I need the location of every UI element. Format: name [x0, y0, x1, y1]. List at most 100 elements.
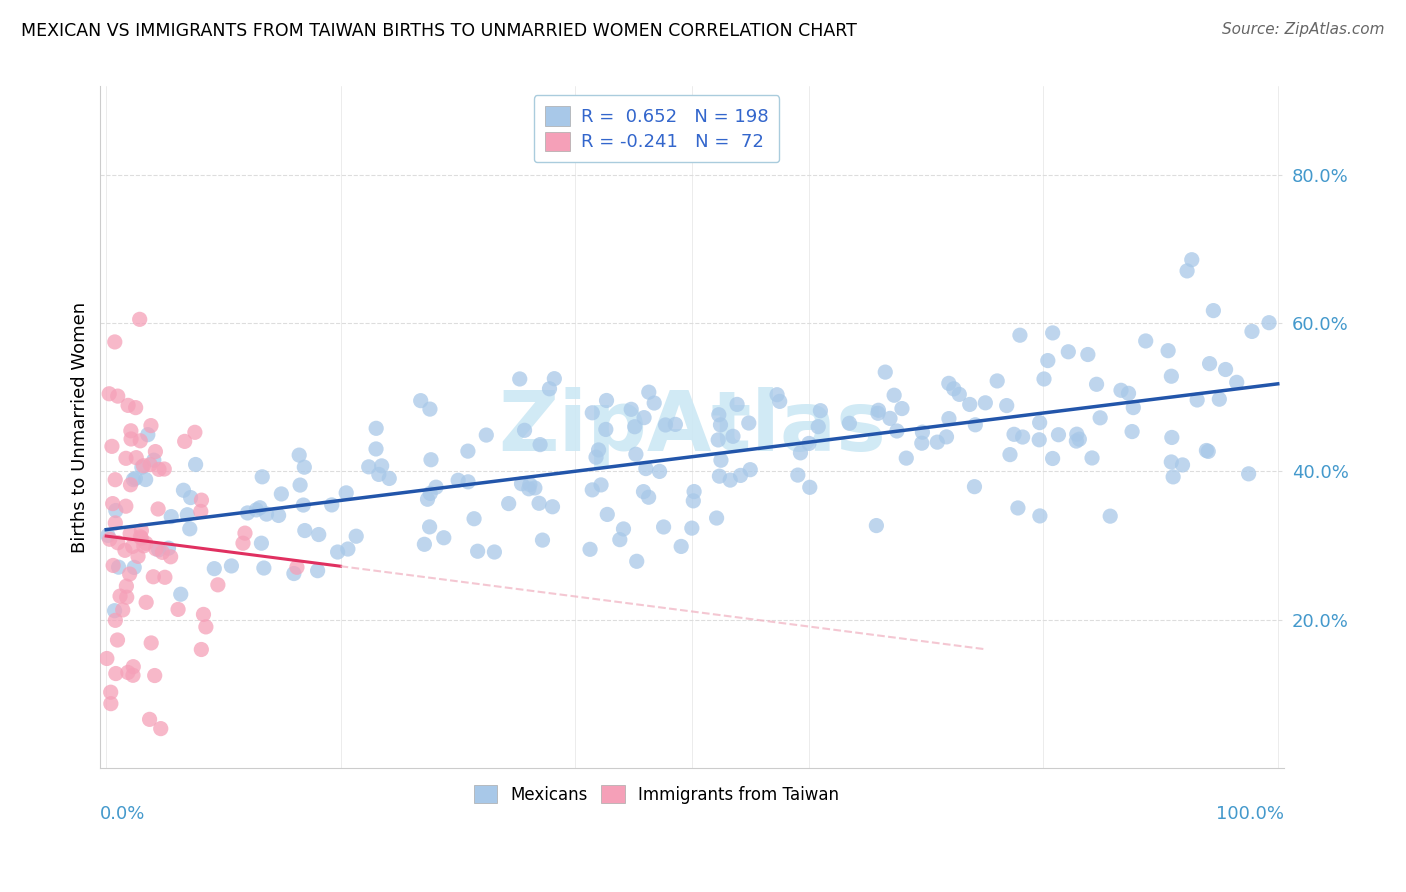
Point — [149, 722, 172, 736]
Point — [139, 458, 162, 472]
Point — [709, 469, 731, 483]
Point — [179, 522, 201, 536]
Point — [626, 554, 648, 568]
Point — [344, 529, 367, 543]
Point — [416, 492, 439, 507]
Point — [1171, 458, 1194, 472]
Point — [107, 560, 129, 574]
Point — [124, 401, 146, 415]
Point — [965, 417, 987, 432]
Point — [145, 541, 167, 556]
Point — [335, 486, 357, 500]
Point — [232, 536, 254, 550]
Point — [283, 566, 305, 581]
Point — [1033, 372, 1056, 386]
Point — [98, 386, 121, 401]
Point — [725, 397, 748, 411]
Point — [498, 497, 520, 511]
Point — [107, 389, 129, 403]
Point — [135, 595, 157, 609]
Point — [879, 411, 901, 425]
Point — [1066, 434, 1088, 448]
Point — [103, 604, 125, 618]
Point — [995, 399, 1018, 413]
Y-axis label: Births to Unmarried Women: Births to Unmarried Women — [72, 301, 89, 553]
Point — [738, 416, 761, 430]
Point — [142, 570, 165, 584]
Point — [589, 478, 612, 492]
Point — [104, 516, 127, 530]
Point — [367, 467, 389, 482]
Point — [172, 483, 194, 498]
Point — [896, 451, 918, 466]
Point — [101, 558, 124, 573]
Point — [786, 468, 808, 483]
Point — [1258, 316, 1281, 330]
Point — [292, 498, 315, 512]
Point — [129, 530, 152, 544]
Point — [153, 462, 176, 476]
Point — [413, 537, 436, 551]
Point — [104, 503, 127, 517]
Point — [730, 468, 752, 483]
Point — [581, 406, 603, 420]
Point — [938, 376, 960, 391]
Point — [267, 508, 290, 523]
Point — [938, 411, 960, 425]
Point — [624, 447, 647, 461]
Point — [150, 545, 173, 559]
Point — [588, 442, 610, 457]
Point — [160, 509, 183, 524]
Point — [114, 499, 136, 513]
Point — [527, 496, 550, 510]
Point — [1240, 325, 1263, 339]
Point — [249, 500, 271, 515]
Point — [250, 536, 273, 550]
Point — [100, 697, 122, 711]
Point — [517, 482, 540, 496]
Point — [1160, 455, 1182, 469]
Point — [1122, 401, 1144, 415]
Point — [519, 477, 541, 491]
Point — [531, 533, 554, 547]
Point — [1160, 369, 1182, 384]
Point — [595, 393, 617, 408]
Point — [1081, 450, 1104, 465]
Point — [1008, 328, 1031, 343]
Point — [118, 567, 141, 582]
Point — [207, 578, 229, 592]
Point — [643, 396, 665, 410]
Point — [543, 372, 565, 386]
Point — [326, 545, 349, 559]
Point — [127, 549, 149, 564]
Point — [484, 545, 506, 559]
Point — [148, 542, 170, 557]
Point — [184, 458, 207, 472]
Point — [245, 503, 267, 517]
Point — [98, 533, 121, 547]
Point — [307, 564, 329, 578]
Point — [683, 484, 706, 499]
Point — [142, 453, 165, 467]
Point — [143, 668, 166, 682]
Point — [620, 402, 643, 417]
Point — [911, 436, 934, 450]
Point — [541, 500, 564, 514]
Point — [1099, 509, 1122, 524]
Point — [336, 542, 359, 557]
Point — [357, 459, 380, 474]
Point — [115, 451, 138, 466]
Point — [148, 462, 170, 476]
Text: MEXICAN VS IMMIGRANTS FROM TAIWAN BIRTHS TO UNMARRIED WOMEN CORRELATION CHART: MEXICAN VS IMMIGRANTS FROM TAIWAN BIRTHS… — [21, 22, 858, 40]
Point — [1042, 451, 1064, 466]
Point — [1029, 508, 1052, 523]
Point — [986, 374, 1008, 388]
Point — [425, 480, 447, 494]
Point — [419, 520, 441, 534]
Point — [173, 434, 195, 449]
Point — [104, 613, 127, 627]
Point — [1011, 430, 1033, 444]
Point — [256, 507, 278, 521]
Point — [707, 433, 730, 447]
Point — [1077, 347, 1099, 361]
